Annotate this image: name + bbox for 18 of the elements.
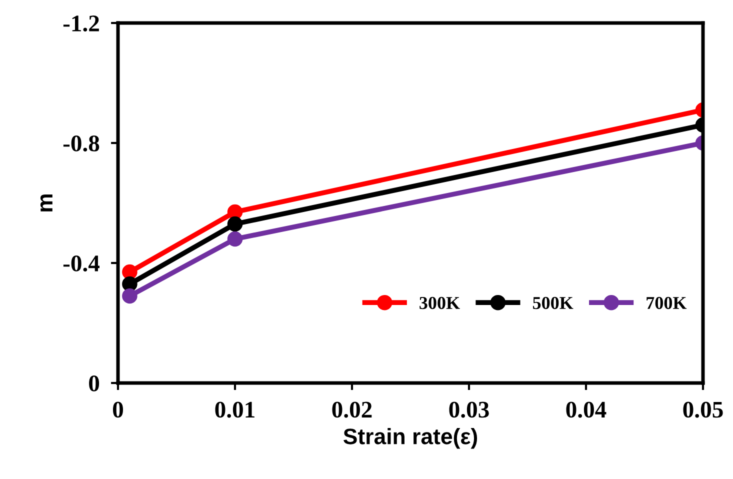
point [122, 288, 138, 304]
y-tick-label: 0 [89, 375, 100, 392]
x-tick-label: 0 [112, 402, 124, 418]
x-tick-label: 0.02 [332, 402, 372, 418]
y-tick-label: -0.8 [63, 135, 100, 152]
point [227, 216, 243, 232]
y-tick-label: -0.4 [63, 255, 100, 272]
legend-label: 300K [420, 296, 460, 310]
y-tick-label: -1.2 [63, 16, 99, 32]
x-tick-label: 0.05 [683, 402, 723, 418]
legend-label: 700K [646, 296, 687, 310]
point [227, 231, 243, 247]
x-axis-title: Strain rate(ε) [344, 428, 478, 449]
x-tick-label: 0.01 [215, 402, 254, 418]
x-tick-label: 0.03 [449, 402, 489, 418]
x-tick-label: 0.04 [566, 402, 606, 418]
y-axis-title: m [40, 194, 52, 212]
legend-label: 500K [532, 296, 574, 310]
